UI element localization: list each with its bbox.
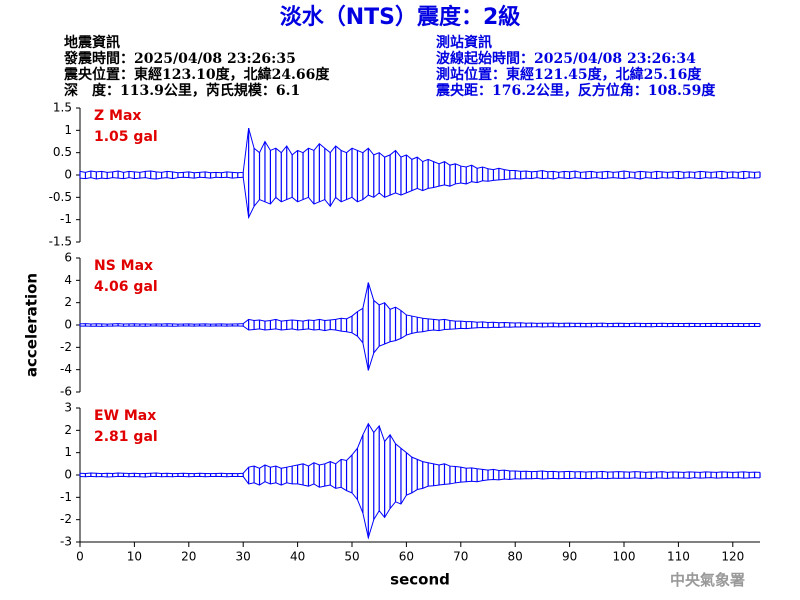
max-annotation: Z Max: [94, 108, 141, 124]
footer: 中央氣象署: [670, 571, 745, 589]
waveform: [79, 127, 761, 174]
x-tick-label: 90: [562, 550, 577, 564]
y-tick-label: 0: [64, 468, 72, 482]
y-tick-label: -1.5: [49, 235, 72, 249]
y-tick-label: -6: [60, 385, 72, 399]
waveform: [79, 475, 761, 540]
waveform: [79, 176, 761, 220]
y-tick-label: 0: [64, 318, 72, 332]
y-tick-label: -1: [60, 212, 72, 226]
x-tick-label: 20: [181, 550, 196, 564]
x-tick-label: 40: [290, 550, 305, 564]
info-line: 波線起始時間：2025/04/08 23:26:34: [436, 50, 696, 67]
y-tick-label: -0.5: [49, 190, 72, 204]
info-line: 震央位置：東經123.10度，北緯24.66度: [63, 66, 330, 83]
max-annotation: NS Max: [94, 258, 153, 274]
x-tick-label: 0: [76, 550, 84, 564]
x-tick-label: 10: [127, 550, 142, 564]
info-line: 深 度：113.9公里，芮氏規模：6.1: [64, 82, 300, 99]
x-tick-label: 50: [344, 550, 359, 564]
y-tick-label: 1: [64, 445, 72, 459]
y-tick-label: 6: [64, 251, 72, 265]
info-line: 測站位置：東經121.45度，北緯25.16度: [436, 66, 702, 83]
waveform: [79, 282, 761, 325]
info-line: 震央距：176.2公里，反方位角：108.59度: [435, 82, 716, 99]
y-tick-label: -2: [60, 512, 72, 526]
y-axis-label: acceleration: [23, 273, 41, 377]
waveform: [79, 325, 761, 371]
max-annotation: 2.81 gal: [94, 429, 158, 445]
max-annotation: EW Max: [94, 408, 156, 424]
y-tick-label: 4: [64, 273, 72, 287]
max-annotation: 1.05 gal: [94, 129, 158, 145]
y-tick-label: -2: [60, 340, 72, 354]
title: 淡水（NTS）震度：2級: [280, 4, 521, 30]
x-tick-label: 60: [399, 550, 414, 564]
y-tick-label: -1: [60, 490, 72, 504]
y-tick-label: -3: [60, 535, 72, 549]
x-tick-label: 30: [236, 550, 251, 564]
x-tick-label: 80: [508, 550, 523, 564]
x-tick-label: 70: [453, 550, 468, 564]
y-tick-label: 0.5: [53, 145, 72, 159]
max-annotation: 4.06 gal: [94, 279, 158, 295]
y-tick-label: 0: [64, 168, 72, 182]
x-tick-label: 110: [667, 550, 690, 564]
x-axis-label: second: [390, 571, 450, 589]
x-tick-label: 120: [721, 550, 744, 564]
x-tick-label: 100: [613, 550, 636, 564]
y-tick-label: 2: [64, 423, 72, 437]
y-tick-label: 2: [64, 295, 72, 309]
y-tick-label: 3: [64, 401, 72, 415]
y-tick-label: -4: [60, 362, 72, 376]
info-line: 測站資訊: [436, 34, 492, 51]
y-tick-label: 1.5: [53, 101, 72, 115]
info-line: 地震資訊: [64, 34, 120, 51]
y-tick-label: 1: [64, 123, 72, 137]
info-line: 發震時間：2025/04/08 23:26:35: [63, 50, 296, 67]
waveform: [79, 422, 761, 475]
